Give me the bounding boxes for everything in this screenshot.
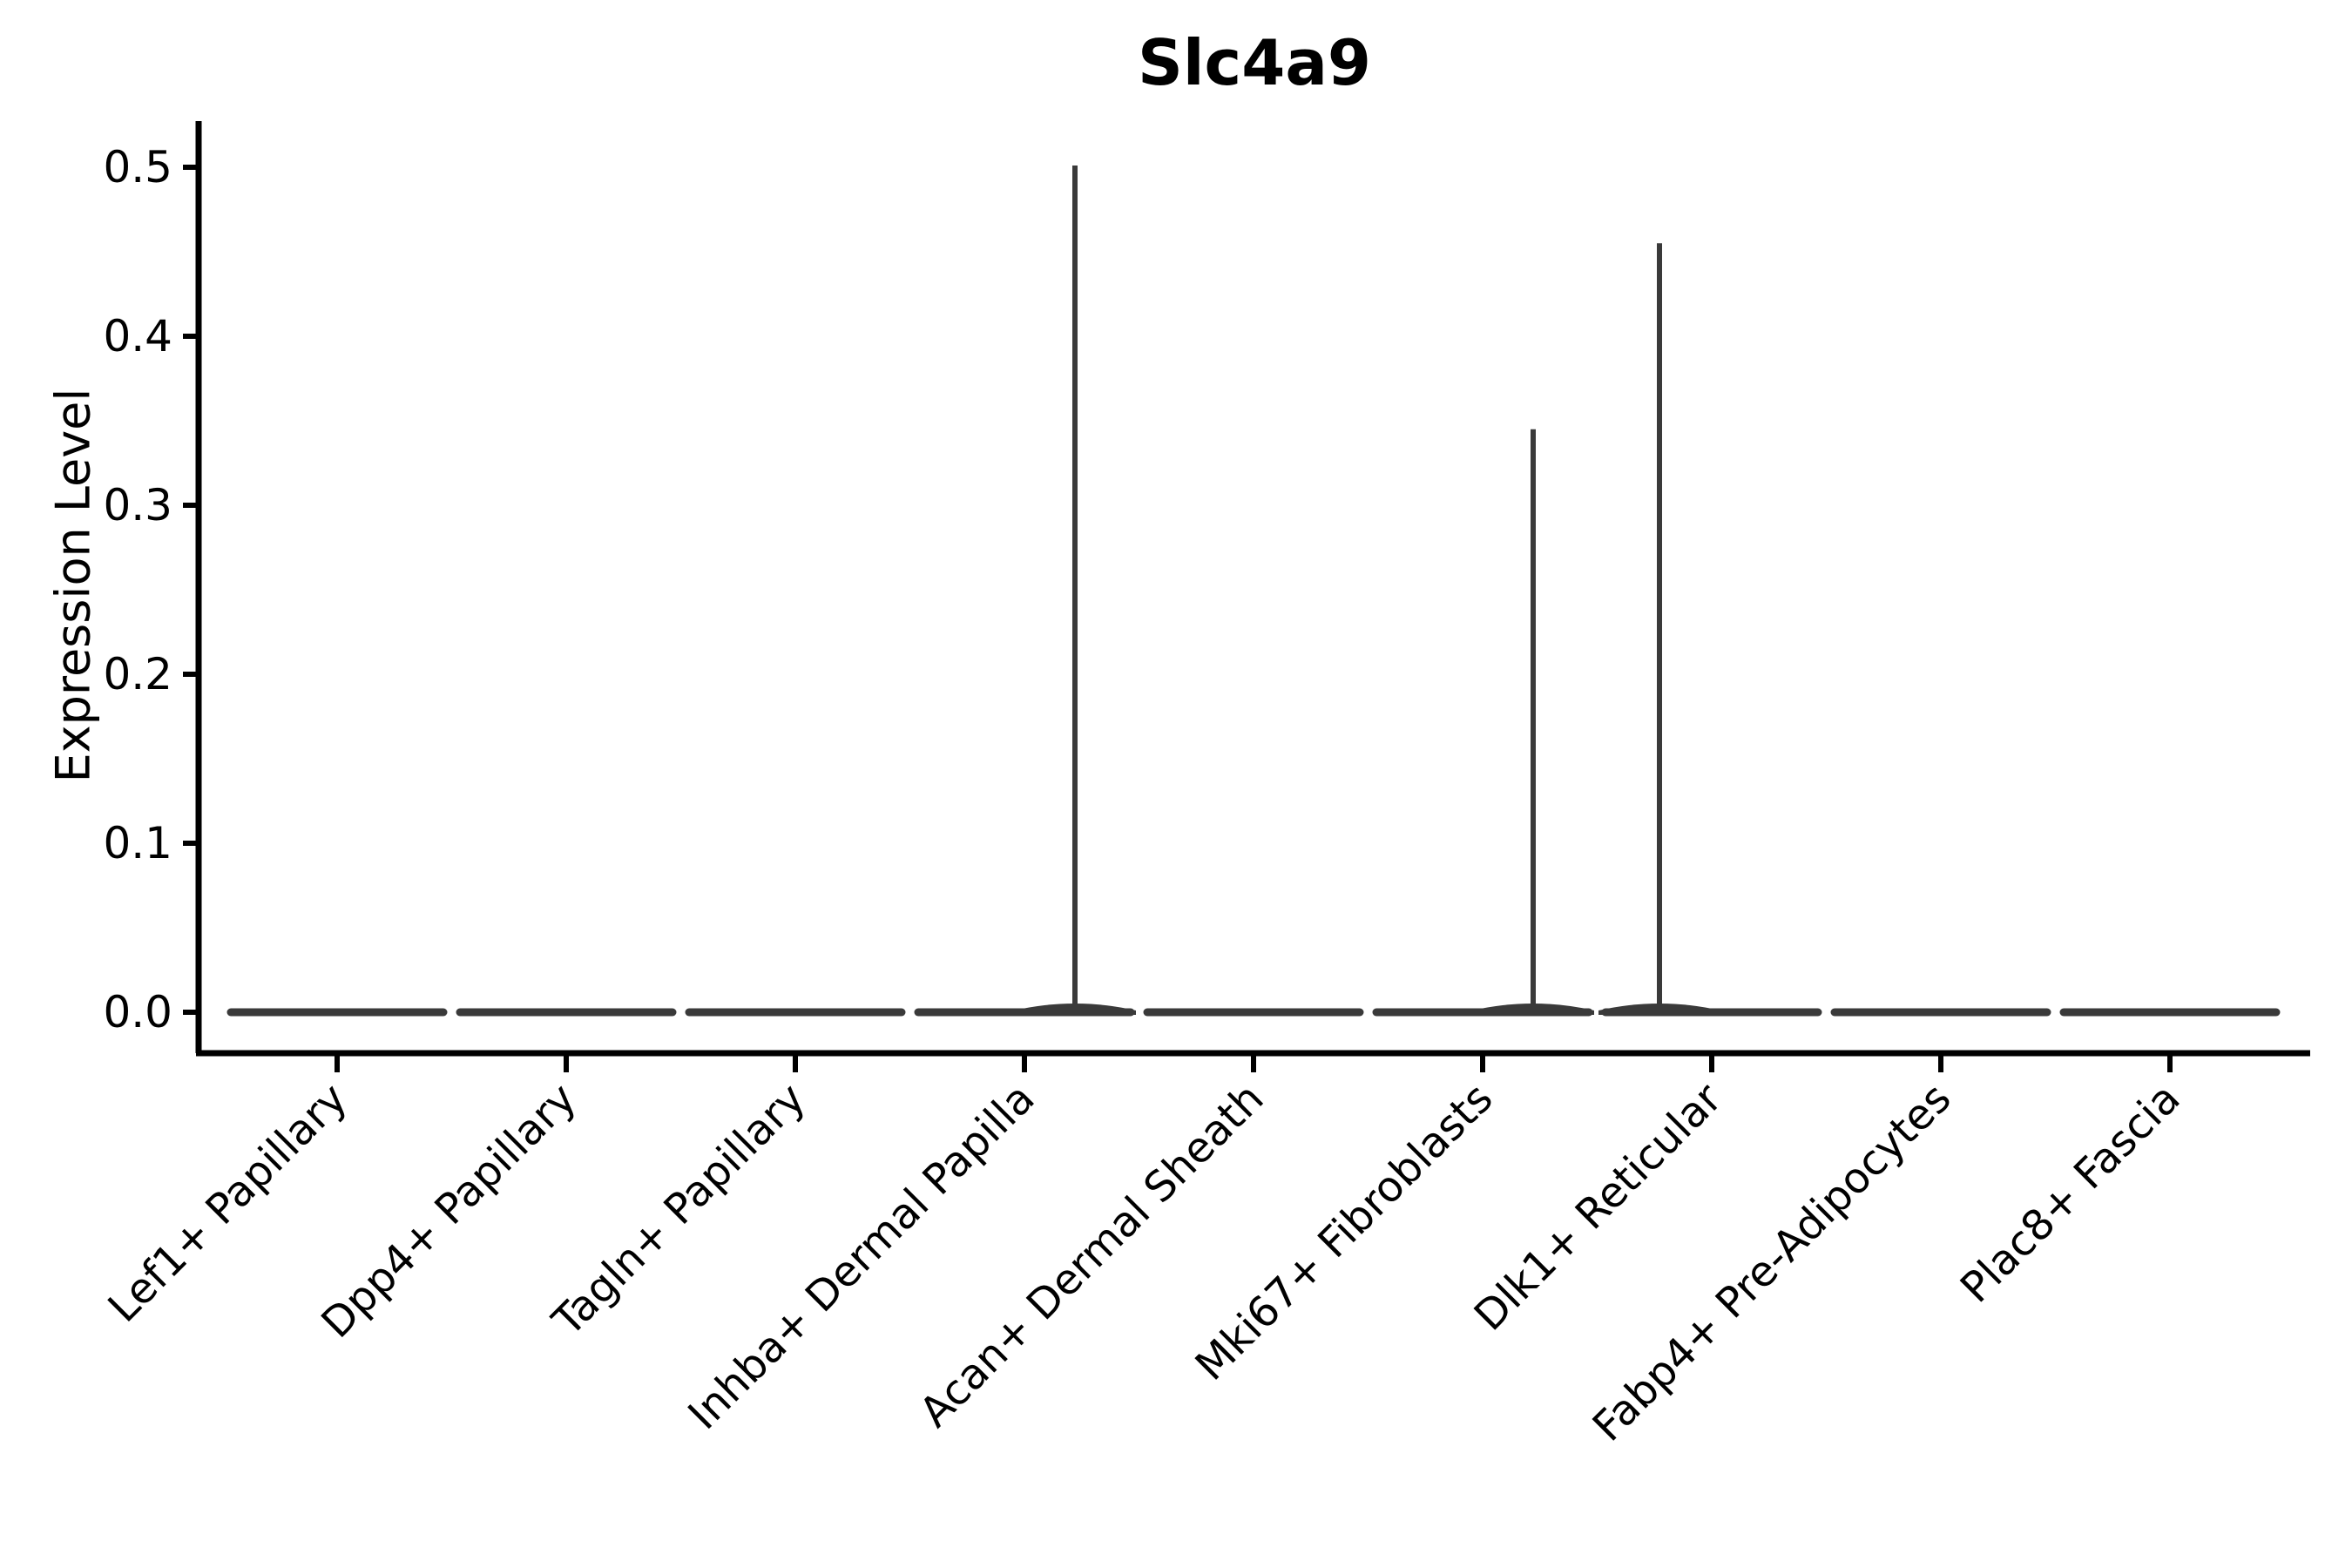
x-tick-label: Tagln+ Papillary <box>543 1074 814 1346</box>
violin-base-bulge <box>1598 1004 1720 1015</box>
y-tick-label: 0.4 <box>103 311 172 362</box>
y-tick-label: 0.5 <box>103 142 172 193</box>
y-tick-label: 0.0 <box>103 987 172 1037</box>
x-tick-label: Lef1+ Papillary <box>99 1074 357 1332</box>
x-tick-label: Plac8+ Fascia <box>1951 1074 2190 1313</box>
chart-title: Slc4a9 <box>1138 26 1371 99</box>
y-tick-label: 0.1 <box>103 818 172 868</box>
y-tick-label: 0.2 <box>103 649 172 700</box>
x-tick-label: Dpp4+ Papillary <box>312 1074 585 1348</box>
x-tick-label: Dlk1+ Reticular <box>1465 1074 1732 1341</box>
y-tick-label: 0.3 <box>103 480 172 531</box>
violin-base-bulge <box>1472 1004 1594 1015</box>
violin-base-bulge <box>1014 1004 1136 1015</box>
